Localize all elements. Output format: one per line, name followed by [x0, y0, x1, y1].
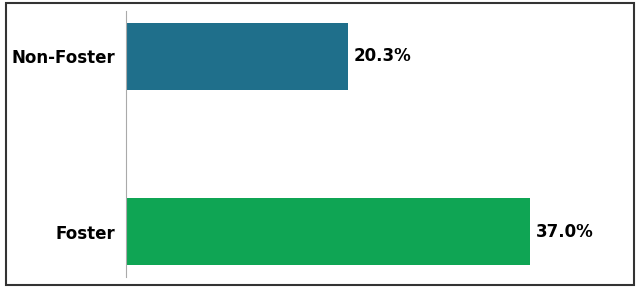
Bar [126, 198, 531, 265]
Bar [126, 23, 348, 90]
Text: 20.3%: 20.3% [353, 48, 411, 65]
Text: 37.0%: 37.0% [536, 223, 594, 240]
